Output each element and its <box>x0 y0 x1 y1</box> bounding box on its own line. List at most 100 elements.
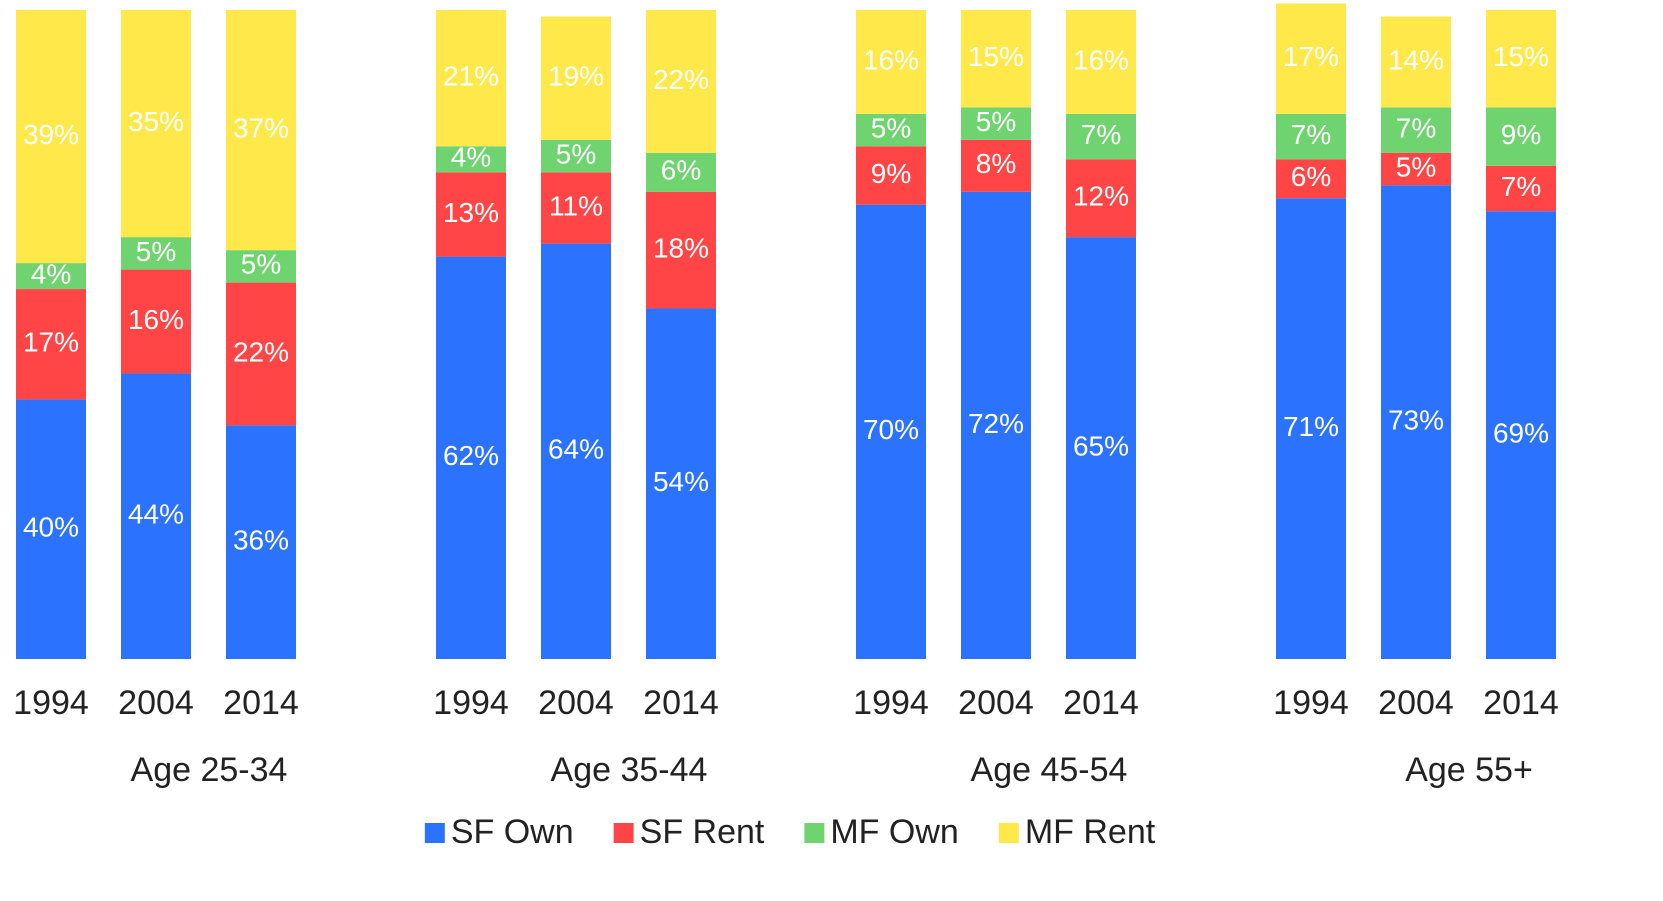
x-tick-label: 1994 <box>853 684 929 722</box>
bar-segment <box>856 146 926 205</box>
bar-segment <box>856 113 926 147</box>
data-label: 9% <box>1501 119 1541 150</box>
bar-segment <box>1381 185 1451 660</box>
bar-segment <box>16 399 86 659</box>
data-label: 22% <box>233 336 289 367</box>
bar-segment <box>16 289 86 400</box>
data-label: 7% <box>1291 119 1331 150</box>
data-label: 11% <box>549 190 603 221</box>
data-label: 6% <box>1291 161 1331 192</box>
legend-swatch <box>424 823 445 843</box>
bar-segment <box>961 191 1031 659</box>
data-label: 36% <box>233 525 289 556</box>
data-label: 5% <box>241 249 281 280</box>
data-label: 37% <box>233 112 289 143</box>
data-label: 7% <box>1501 171 1541 202</box>
x-tick-label: 2004 <box>118 684 194 722</box>
data-label: 35% <box>128 106 184 137</box>
data-label: 72% <box>968 408 1024 439</box>
bar-segment <box>16 263 86 290</box>
data-label: 5% <box>1396 151 1436 182</box>
data-label: 39% <box>23 119 79 150</box>
data-label: 17% <box>23 327 79 358</box>
bar-segment <box>541 243 611 659</box>
data-label: 19% <box>548 61 604 92</box>
data-label: 6% <box>661 155 701 186</box>
bar-segment <box>226 10 296 251</box>
data-label: 12% <box>1073 181 1129 212</box>
data-label: 16% <box>128 304 184 335</box>
data-label: 44% <box>128 499 184 530</box>
bar-segment <box>646 10 716 153</box>
data-label: 5% <box>976 106 1016 137</box>
bar-segment <box>1381 152 1451 186</box>
bar-segment <box>1276 159 1346 199</box>
data-label: 14% <box>1388 44 1444 75</box>
data-label: 15% <box>968 41 1024 72</box>
x-tick-label: 1994 <box>1273 684 1349 722</box>
bar-segment <box>541 16 611 140</box>
data-label: 73% <box>1388 405 1444 436</box>
data-label: 16% <box>1073 44 1129 75</box>
x-tick-label: 2014 <box>223 684 299 722</box>
x-tick-label: 1994 <box>13 684 89 722</box>
data-label: 4% <box>451 142 491 173</box>
data-label: 40% <box>23 512 79 543</box>
bar-segment <box>226 425 296 659</box>
legend-label: SF Own <box>451 813 574 851</box>
bar-segment <box>121 237 191 270</box>
data-label: 70% <box>863 414 919 445</box>
data-label: 21% <box>443 61 499 92</box>
bar-segment <box>121 373 191 659</box>
bar-segment <box>1381 107 1451 153</box>
bar-segment <box>1276 113 1346 160</box>
bar-segment <box>436 172 506 257</box>
data-label: 54% <box>653 466 709 497</box>
bar-segment <box>226 282 296 426</box>
bar-segment <box>1486 107 1556 166</box>
bar-segment <box>646 152 716 192</box>
x-tick-label: 2004 <box>1378 684 1454 722</box>
legend-label: SF Rent <box>640 813 765 851</box>
bar-segment <box>1066 10 1136 114</box>
legend-swatch <box>613 823 634 843</box>
legend-label: MF Own <box>830 813 958 851</box>
data-label: 7% <box>1396 112 1436 143</box>
bar-segment <box>1066 237 1136 659</box>
data-label: 8% <box>976 148 1016 179</box>
x-tick-label: 1994 <box>433 684 509 722</box>
data-label: 9% <box>871 158 911 189</box>
data-label: 15% <box>1493 41 1549 72</box>
bar-segment <box>961 10 1031 108</box>
legend-swatch <box>804 823 825 843</box>
x-tick-label: 2004 <box>538 684 614 722</box>
bar-segment <box>121 269 191 374</box>
bar-segment <box>856 10 926 114</box>
group-label: Age 35-44 <box>551 751 708 789</box>
bar-segment <box>541 139 611 173</box>
bar-segment <box>436 256 506 659</box>
data-label: 64% <box>548 434 604 465</box>
bar-segment <box>961 139 1031 192</box>
legend-swatch <box>998 823 1019 843</box>
bar-segment <box>1066 159 1136 238</box>
group-label: Age 45-54 <box>971 751 1128 789</box>
data-label: 17% <box>1283 41 1339 72</box>
data-label: 71% <box>1283 411 1339 442</box>
bar-segment <box>1486 10 1556 108</box>
legend-label: MF Rent <box>1025 813 1156 851</box>
data-label: 5% <box>871 112 911 143</box>
bar-segment <box>541 172 611 244</box>
data-label: 5% <box>136 236 176 267</box>
bar-segment <box>1276 3 1346 114</box>
data-label: 4% <box>31 258 71 289</box>
data-label: 16% <box>863 44 919 75</box>
data-label: 62% <box>443 440 499 471</box>
bar-segment <box>1066 113 1136 160</box>
x-tick-label: 2014 <box>1483 684 1559 722</box>
group-label: Age 25-34 <box>131 751 288 789</box>
x-tick-label: 2014 <box>643 684 719 722</box>
data-label: 18% <box>653 233 709 264</box>
bar-segment <box>121 10 191 238</box>
